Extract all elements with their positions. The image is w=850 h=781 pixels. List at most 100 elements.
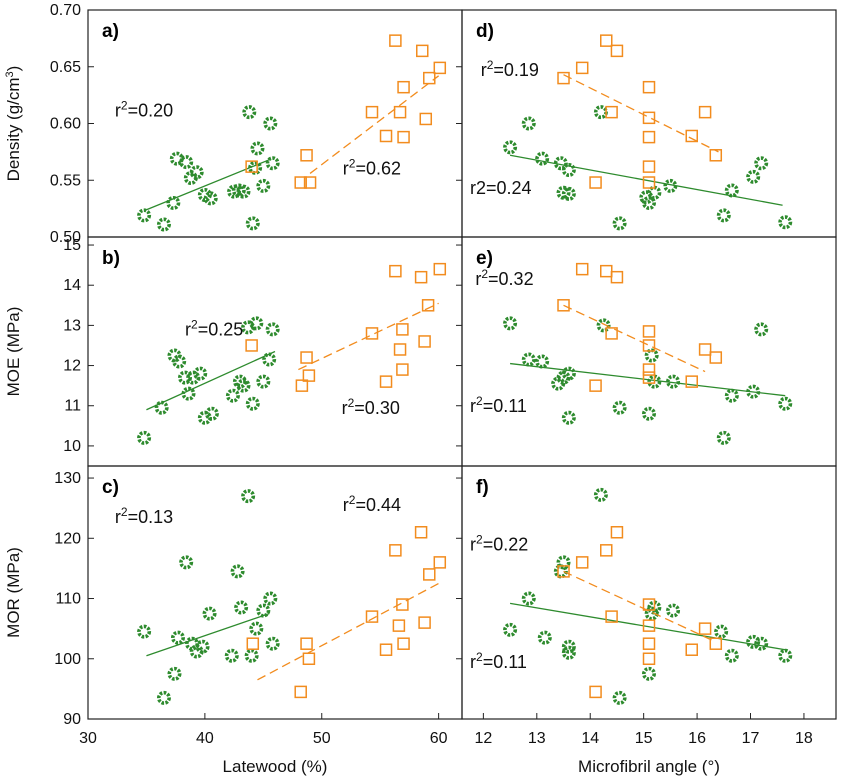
data-point-square xyxy=(416,44,429,58)
data-point-circle xyxy=(197,410,212,425)
data-point-square xyxy=(389,544,402,557)
y-tick-label: 12 xyxy=(63,358,81,375)
data-point-circle xyxy=(647,185,662,200)
r2-superscript: 2 xyxy=(121,99,128,113)
data-point-circle xyxy=(521,352,536,367)
data-point-circle xyxy=(231,183,246,198)
r2-prefix: r xyxy=(115,101,121,121)
r2-annotation: r2=0.13 xyxy=(115,505,173,527)
data-point-circle xyxy=(666,603,681,618)
data-point-square xyxy=(698,105,712,119)
r2-superscript: 2 xyxy=(349,157,356,171)
panel-d: d) r2=0.24 r2=0.19 xyxy=(461,9,837,238)
data-point-square xyxy=(302,652,316,666)
data-point-circle xyxy=(553,156,568,171)
data-point-circle xyxy=(754,636,769,651)
data-point-square xyxy=(642,363,656,376)
data-point-square xyxy=(600,264,613,278)
r2-value: =0.44 xyxy=(355,495,401,515)
data-point-square xyxy=(396,323,409,336)
r2-superscript: 2 xyxy=(191,317,198,331)
data-point-square xyxy=(709,149,723,162)
data-point-circle xyxy=(612,400,627,415)
data-point-circle xyxy=(263,116,278,131)
data-point-square xyxy=(389,264,402,278)
data-point-circle xyxy=(167,666,182,681)
data-point-square xyxy=(365,327,379,340)
r2-value: =0.11 xyxy=(483,652,527,672)
data-point-square xyxy=(294,176,307,189)
data-point-circle xyxy=(241,320,256,335)
data-point-circle xyxy=(561,639,576,654)
data-point-square xyxy=(589,176,602,189)
y-axis-label-part: ) xyxy=(4,66,23,72)
y-tick-label: 0.65 xyxy=(50,59,81,76)
data-point-circle xyxy=(556,185,571,200)
r2-prefix: r xyxy=(475,269,481,289)
data-point-square xyxy=(642,80,656,94)
data-point-circle xyxy=(170,630,185,645)
panel-label: c) xyxy=(102,477,119,498)
data-point-circle xyxy=(179,555,194,570)
data-point-circle xyxy=(224,648,239,663)
trend-line-dashed xyxy=(257,582,439,681)
data-point-circle xyxy=(561,163,576,178)
data-point-circle xyxy=(521,116,536,131)
data-point-square xyxy=(600,34,613,47)
data-point-square xyxy=(642,598,656,611)
r2-value: =0.25 xyxy=(198,319,244,339)
data-point-square xyxy=(300,351,313,364)
data-point-square xyxy=(397,130,410,144)
r2-superscript: 2 xyxy=(476,394,483,408)
data-point-circle xyxy=(724,183,739,198)
r2-annotation: r2=0.30 xyxy=(342,396,400,418)
data-point-square xyxy=(709,637,723,650)
data-point-square xyxy=(392,619,406,632)
data-point-square xyxy=(642,637,656,650)
r2-annotation: r2=0.11 xyxy=(470,650,527,672)
r2-superscript: 2 xyxy=(487,58,494,72)
y-tick-label: 14 xyxy=(63,277,81,294)
data-point-square xyxy=(418,335,431,348)
data-point-square xyxy=(642,176,656,189)
x-tick-label: 18 xyxy=(795,730,813,747)
data-point-square xyxy=(575,61,589,75)
data-point-circle xyxy=(204,406,219,421)
y-tick-label: 0.55 xyxy=(50,172,81,189)
data-point-circle xyxy=(156,690,171,705)
data-point-circle xyxy=(265,636,280,651)
y-axis-label: MOE (MPa) xyxy=(4,307,23,397)
y-tick-label: 110 xyxy=(55,591,81,608)
data-point-square xyxy=(423,568,436,581)
trend-line-dashed xyxy=(563,304,706,373)
data-point-circle xyxy=(265,156,280,171)
y-tick-label: 0.50 xyxy=(50,229,81,246)
trend-line-dashed xyxy=(563,74,719,153)
data-point-circle xyxy=(724,648,739,663)
x-tick-label: 15 xyxy=(635,730,653,747)
data-point-circle xyxy=(178,370,193,385)
data-point-square xyxy=(589,379,602,392)
data-point-square xyxy=(642,325,656,338)
data-point-square xyxy=(300,149,313,162)
panel-frame xyxy=(87,465,463,720)
data-point-square xyxy=(421,299,435,312)
r2-prefix: r xyxy=(343,159,349,179)
data-point-square xyxy=(642,160,656,173)
r2-superscript: 2 xyxy=(348,396,355,410)
x-tick-label: 60 xyxy=(430,730,448,747)
data-point-circle xyxy=(503,140,518,155)
data-point-circle xyxy=(249,316,264,331)
data-point-circle xyxy=(644,348,659,363)
data-point-circle xyxy=(746,634,761,649)
data-point-square xyxy=(605,105,618,119)
x-tick-label: 17 xyxy=(742,730,760,747)
y-tick-label: 0.60 xyxy=(50,116,81,133)
data-point-square xyxy=(245,160,258,173)
data-point-square xyxy=(698,343,712,356)
r2-prefix: r xyxy=(185,319,191,339)
r2-value: =0.22 xyxy=(483,534,529,554)
r2-annotation: r2=0.24 xyxy=(470,178,532,198)
r2-value: =0.20 xyxy=(128,101,174,121)
